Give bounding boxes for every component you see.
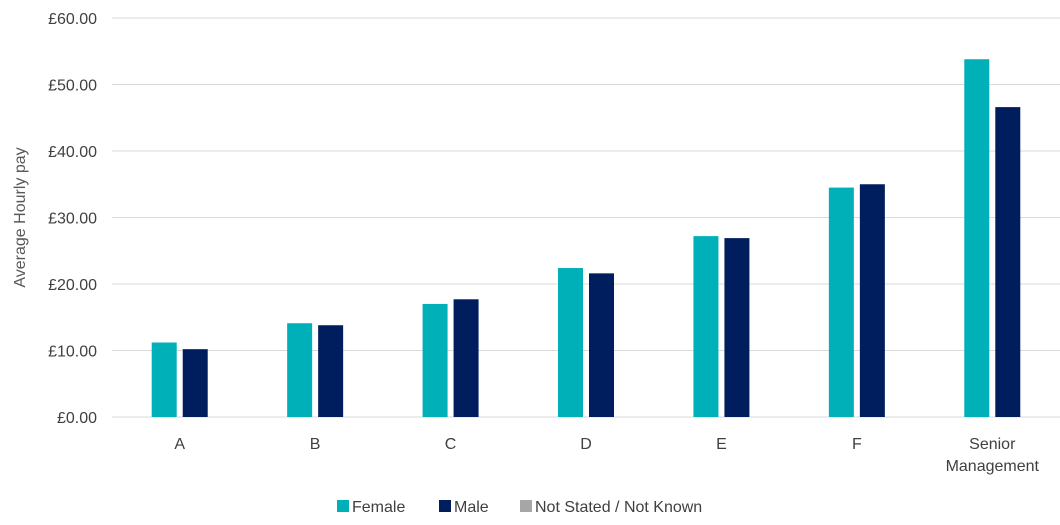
x-tick-label: Senior <box>969 436 1016 453</box>
y-tick-label: £30.00 <box>48 211 97 228</box>
gridlines <box>112 17 1060 418</box>
x-tick-label: Management <box>946 458 1040 475</box>
y-axis-ticks: £0.00 £10.00 £20.00 £30.00 £40.00 £50.00 £60.0… <box>48 11 97 427</box>
legend-label: Male <box>454 499 489 516</box>
bar-female-senior-management <box>964 59 990 417</box>
x-tick-label: D <box>580 436 592 453</box>
bar-female-f <box>828 187 854 417</box>
legend-swatch-male <box>439 500 451 512</box>
bar-male-senior-management <box>995 107 1021 418</box>
bar-female-a <box>151 342 177 417</box>
bar-female-c <box>422 303 448 417</box>
bar-male-d <box>589 273 614 417</box>
y-tick-label: £0.00 <box>57 410 97 427</box>
bars <box>151 59 1021 418</box>
bar-male-a <box>182 349 208 417</box>
y-tick-label: £60.00 <box>48 11 97 28</box>
bar-male-f <box>859 184 885 417</box>
y-tick-label: £40.00 <box>48 144 97 161</box>
legend-label: Female <box>352 499 405 516</box>
bar-female-b <box>287 323 313 417</box>
bar-male-c <box>453 299 479 417</box>
x-tick-label: E <box>716 436 727 453</box>
legend-swatch-not-stated-not-known <box>520 500 532 512</box>
legend-swatch-female <box>337 500 349 512</box>
x-tick-label: B <box>310 436 321 453</box>
bar-male-b <box>318 325 344 417</box>
y-tick-label: £10.00 <box>48 344 97 361</box>
x-tick-label: C <box>445 436 457 453</box>
bar-female-e <box>693 236 719 417</box>
legend: Female Male Not Stated / Not Known <box>337 499 702 516</box>
y-axis-title: Average Hourly pay <box>12 147 29 287</box>
y-tick-label: £20.00 <box>48 277 97 294</box>
x-tick-label: F <box>852 436 862 453</box>
bar-female-d <box>558 268 583 417</box>
x-tick-label: A <box>174 436 185 453</box>
x-axis-ticks: A B C D E F Senior Management <box>174 436 1039 475</box>
legend-label: Not Stated / Not Known <box>535 499 702 516</box>
bar-male-e <box>724 238 750 417</box>
y-tick-label: £50.00 <box>48 78 97 95</box>
